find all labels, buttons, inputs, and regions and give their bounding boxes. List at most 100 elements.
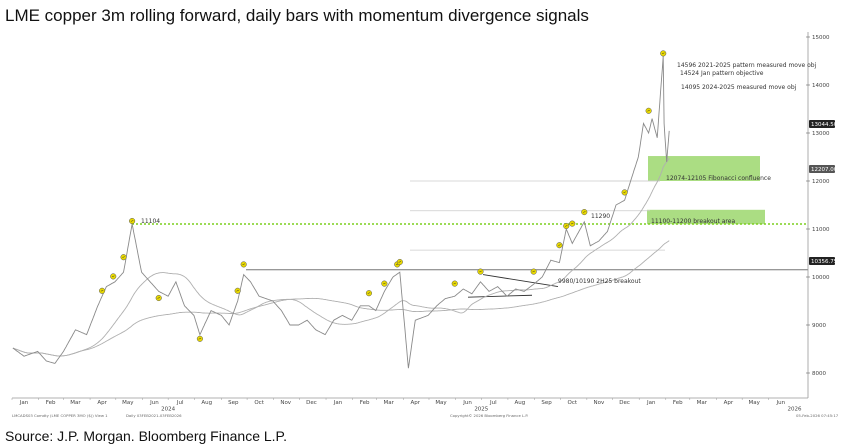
zone-breakout-area xyxy=(647,209,765,225)
year-label: 2025 xyxy=(474,407,488,413)
signal-arrow-icon xyxy=(111,275,115,278)
signal-arrow-icon xyxy=(661,52,665,55)
divergence-signal-marker xyxy=(556,242,563,249)
signal-arrow-icon xyxy=(130,220,134,222)
x-tick-label: Nov xyxy=(594,400,605,406)
divergence-signal-marker xyxy=(569,220,576,227)
x-tick-label: May xyxy=(122,400,134,406)
signal-arrow-icon xyxy=(570,222,574,225)
annotation-high-2024: 11104 xyxy=(141,218,160,225)
chart-title: LME copper 3m rolling forward, daily bar… xyxy=(5,6,589,25)
divergence-signal-marker xyxy=(110,273,117,280)
divergence-signal-marker xyxy=(530,268,537,275)
price-label-last: 13044.50 xyxy=(811,122,838,128)
divergence-signal-marker xyxy=(660,50,667,57)
x-tick-label: Dec xyxy=(306,400,317,406)
triangle-lower-trendline xyxy=(467,294,533,298)
price-label-box-2 xyxy=(809,165,835,173)
y-tick-label: 10000 xyxy=(812,275,830,281)
signal-arrow-icon xyxy=(157,297,161,299)
y-tick-label: 14000 xyxy=(812,83,830,89)
x-tick-label: Apr xyxy=(97,400,107,406)
footer-copyright: Copyright© 2026 Bloomberg Finance L.P. xyxy=(450,413,528,418)
signal-arrow-icon xyxy=(647,109,650,112)
zone-label-breakout: 11100-11200 breakout area xyxy=(651,218,735,225)
x-tick-label: Dec xyxy=(619,400,630,406)
signal-arrow-icon xyxy=(242,263,245,266)
signal-arrow-icon xyxy=(100,289,104,292)
divergence-signal-marker xyxy=(234,287,241,294)
year-label: 2024 xyxy=(161,407,175,413)
signal-arrow-icon xyxy=(532,270,535,273)
x-tick-label: Feb xyxy=(673,400,683,406)
price-label-2: 12207.00 xyxy=(811,167,838,173)
annotation-pattern-obj-1: 14596 2021-2025 pattern measured move ob… xyxy=(677,62,817,69)
divergence-signal-marker xyxy=(120,254,127,261)
footer-ticker: LMCADS03 Comdty (LME COPPER 3MO ($)) Vie… xyxy=(12,413,108,418)
divergence-signal-marker xyxy=(99,287,106,294)
price-label-box-last xyxy=(809,120,835,128)
triangle-upper-trendline xyxy=(482,274,559,288)
divergence-signal-marker xyxy=(196,335,203,342)
y-tick-label: 8000 xyxy=(812,371,826,377)
x-tick-label: Jan xyxy=(646,400,656,406)
signal-arrow-icon xyxy=(398,261,402,263)
long-moving-average xyxy=(12,240,670,357)
signal-arrow-icon xyxy=(383,282,386,285)
footer-range: Daily 03FEB2021-03FEB2026 xyxy=(126,413,182,418)
x-tick-label: Aug xyxy=(515,400,526,406)
signal-arrow-icon xyxy=(198,337,202,340)
annotation-11290: 11290 xyxy=(591,213,610,220)
divergence-signal-marker xyxy=(621,189,628,196)
y-tick-label: 12000 xyxy=(812,179,830,185)
x-tick-label: May xyxy=(435,400,447,406)
price-series xyxy=(12,56,670,369)
x-tick-label: Feb xyxy=(46,400,56,406)
x-tick-label: Feb xyxy=(360,400,370,406)
price-label-3: 10356.75 xyxy=(811,259,838,265)
signal-arrow-icon xyxy=(564,225,568,227)
divergence-signal-marker xyxy=(477,268,484,275)
x-tick-label: Mar xyxy=(70,400,81,406)
signal-arrow-icon xyxy=(367,292,371,294)
signal-arrow-icon xyxy=(236,289,239,292)
x-tick-label: Apr xyxy=(724,400,734,406)
x-tick-label: Sep xyxy=(228,400,239,406)
signal-arrow-icon xyxy=(479,270,482,273)
x-tick-label: Sep xyxy=(541,400,552,406)
divergence-signal-marker xyxy=(451,280,458,287)
footer-timestamp: 05-Feb-2026 07:45:17 xyxy=(796,413,839,418)
divergence-signal-marker xyxy=(645,107,652,114)
annotation-pattern-obj-2: 14524 Jan pattern objective xyxy=(680,70,764,77)
divergence-signal-marker xyxy=(240,261,247,268)
x-tick-label: Nov xyxy=(280,400,291,406)
short-moving-average xyxy=(12,157,670,357)
x-tick-label: Oct xyxy=(254,400,264,406)
x-tick-label: May xyxy=(748,400,760,406)
signal-arrow-icon xyxy=(582,211,586,213)
divergence-signal-marker xyxy=(563,222,570,230)
x-tick-label: Mar xyxy=(697,400,708,406)
y-tick-label: 13000 xyxy=(812,131,830,137)
year-label: 2026 xyxy=(787,407,801,413)
signal-arrow-icon xyxy=(558,244,561,246)
signal-arrow-icon xyxy=(122,256,125,258)
divergence-signal-marker xyxy=(381,280,388,287)
x-tick-label: Oct xyxy=(568,400,578,406)
annotation-breakout: 9980/10190 2H25 breakout xyxy=(558,278,641,285)
y-tick-label: 9000 xyxy=(812,323,826,329)
x-tick-label: Jun xyxy=(775,400,785,406)
signal-arrow-icon xyxy=(453,282,457,285)
y-tick-label: 11000 xyxy=(812,227,830,233)
divergence-signal-marker xyxy=(365,290,372,297)
y-tick-label: 15000 xyxy=(812,35,830,41)
annotation-pattern-obj-3: 14095 2024-2025 measured move obj xyxy=(681,84,797,91)
divergence-signal-marker xyxy=(155,294,162,302)
x-tick-label: Jun xyxy=(462,400,472,406)
source-note: Source: J.P. Morgan. Bloomberg Finance L… xyxy=(5,428,287,444)
x-tick-label: Jan xyxy=(333,400,343,406)
x-tick-label: Jul xyxy=(176,400,184,406)
divergence-signal-marker xyxy=(581,209,588,216)
signal-arrow-icon xyxy=(623,191,626,194)
